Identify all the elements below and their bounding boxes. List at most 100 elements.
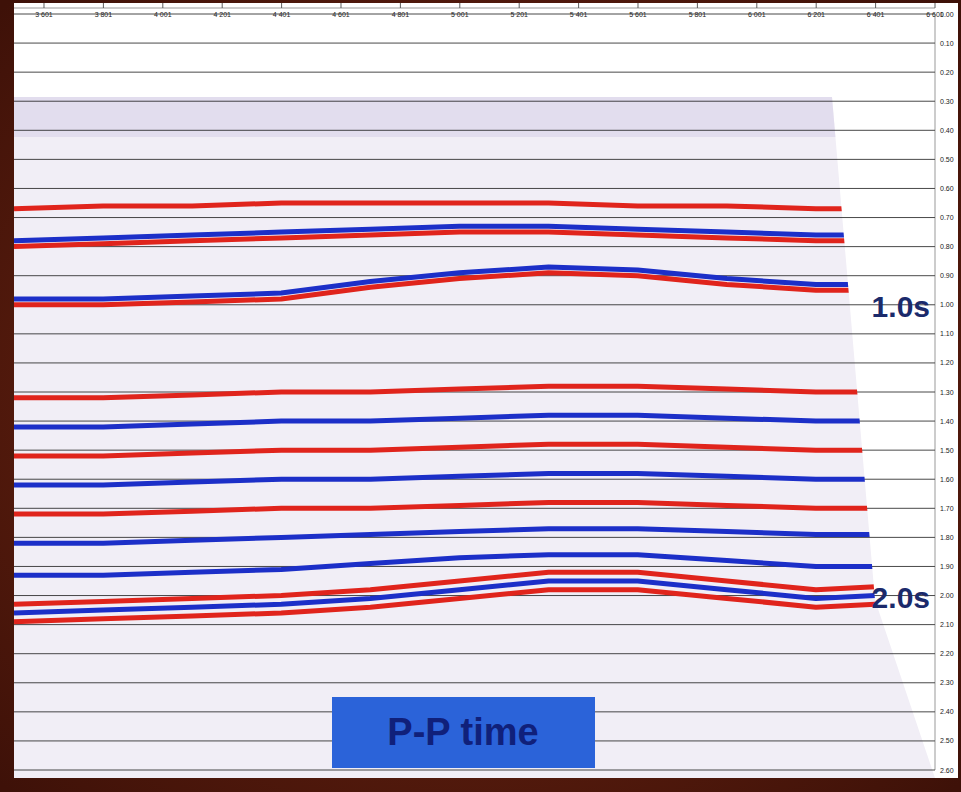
y-tick-label: 2.00 [940,592,954,599]
grid-line [14,246,935,247]
horizon [14,590,875,622]
title-box [332,697,595,768]
x-tick-label: 4 601 [332,11,350,18]
shallow-band [14,97,914,137]
grid-line [14,682,935,683]
x-tick [400,3,401,8]
horizon [14,444,875,456]
y-tick-label: 0.70 [940,214,954,221]
x-tick [578,3,579,8]
grid-line [14,72,935,73]
y-tick-label: 1.50 [940,447,954,454]
y-tick-label: 1.40 [940,418,954,425]
horizons [14,203,875,622]
grid-line [14,770,935,771]
title: P-P time [387,711,538,753]
x-tick [43,3,44,8]
y-tick-label: 1.10 [940,330,954,337]
y-tick-label: 0.00 [940,11,954,18]
horizon [14,203,875,209]
x-tick-label: 5 601 [629,11,647,18]
y-tick-label: 1.20 [940,359,954,366]
x-tick [756,3,757,8]
grid-line [14,188,935,189]
x-tick-label: 3 601 [35,11,53,18]
grid-line [14,43,935,44]
grid-line [14,333,935,334]
y-tick-label: 0.20 [940,69,954,76]
horizon [14,267,875,299]
y-tick-label: 1.00 [940,301,954,308]
y-tick-label: 1.80 [940,534,954,541]
grid-line [14,362,935,363]
x-tick-label: 5 001 [451,11,469,18]
x-tick [222,3,223,8]
horizon [14,232,875,247]
x-tick-label: 6 001 [748,11,766,18]
x-tick [519,3,520,8]
panel [14,3,958,778]
y-tick-label: 0.30 [940,98,954,105]
y-tick-label: 0.10 [940,40,954,47]
axes: 3 601 3 801 4 001 4 201 4 401 4 601 4 801 5 001… [14,3,954,774]
grid-line [14,101,935,102]
x-tick-label: 4 401 [273,11,291,18]
y-tick-label: 0.60 [940,185,954,192]
grid [14,14,935,770]
y-tick-label: 1.30 [940,389,954,396]
x-tick [816,3,817,8]
x-tick [340,3,341,8]
horizon [14,503,875,515]
y-axis [935,14,936,770]
horizon [14,473,875,485]
y-tick-label: 0.40 [940,127,954,134]
horizon [14,581,875,613]
horizon [14,273,875,305]
x-tick-label: 5 801 [689,11,707,18]
x-tick [162,3,163,8]
time-annotation: 2.0s [872,581,930,614]
y-tick-label: 2.10 [940,621,954,628]
x-tick [637,3,638,8]
grid-line [14,217,935,218]
x-tick-label: 4 201 [213,11,231,18]
x-tick [935,3,936,8]
y-tick-label: 1.70 [940,505,954,512]
x-tick-label: 4 801 [392,11,410,18]
grid-line [14,537,935,538]
horizon [14,386,875,398]
x-tick-label: 5 401 [570,11,588,18]
x-tick-label: 4 001 [154,11,172,18]
y-tick-label: 2.30 [940,679,954,686]
chart: 3 601 3 801 4 001 4 201 4 401 4 601 4 801 5 001… [0,0,961,792]
x-axis [14,8,935,9]
grid-line [14,130,935,131]
x-tick-label: 3 801 [95,11,113,18]
x-tick [875,3,876,8]
grid-line [14,159,935,160]
horizon [14,529,875,544]
background [0,0,961,792]
horizon [14,555,875,575]
time-annotation: 1.0s [872,290,930,323]
y-tick-label: 0.80 [940,243,954,250]
y-tick-label: 2.60 [940,767,954,774]
x-tick-label: 5 201 [510,11,528,18]
y-tick-label: 1.60 [940,476,954,483]
x-tick [281,3,282,8]
y-tick-label: 2.40 [940,708,954,715]
y-tick-label: 1.90 [940,563,954,570]
grid-line [14,14,935,15]
horizon [14,415,875,427]
grid-line [14,653,935,654]
data-region [14,97,935,778]
x-tick [697,3,698,8]
grid-line [14,624,935,625]
y-tick-label: 0.50 [940,156,954,163]
y-tick-label: 2.20 [940,650,954,657]
x-tick-label: 6 401 [867,11,885,18]
y-tick-label: 0.90 [940,272,954,279]
x-tick [459,3,460,8]
x-tick-label: 6 201 [807,11,825,18]
x-tick [103,3,104,8]
